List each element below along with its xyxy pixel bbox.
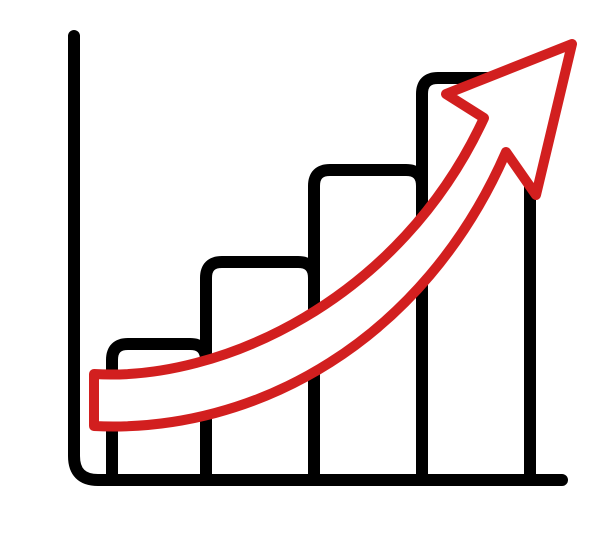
- growth-chart-icon: [0, 0, 600, 542]
